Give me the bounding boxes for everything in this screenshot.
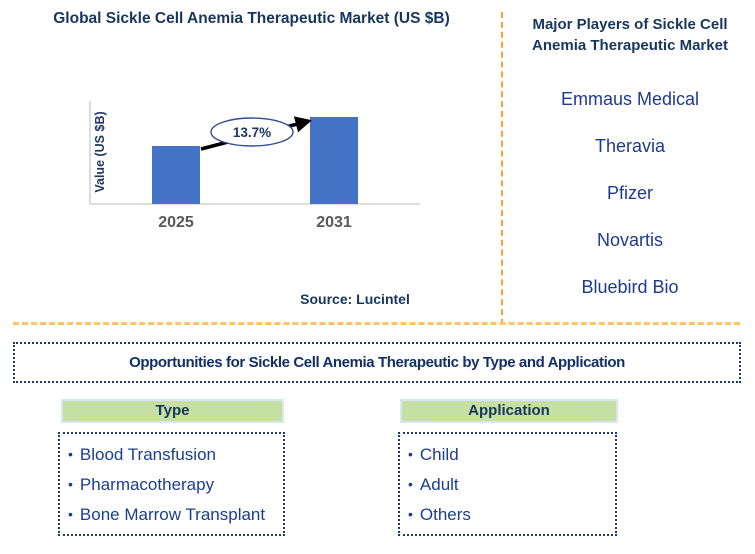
company-item: Emmaus Medical: [560, 89, 700, 109]
type-column-header: Type: [61, 399, 284, 423]
company-item: Theravia: [594, 136, 666, 156]
company-item: Bluebird Bio: [581, 277, 679, 297]
y-axis-label: Value (US $B): [93, 111, 107, 192]
application-item-list: Child Adult Others: [398, 432, 617, 536]
company-item: Pfizer: [606, 183, 653, 203]
opportunities-banner: Opportunities for Sickle Cell Anemia The…: [13, 342, 741, 383]
cagr-ellipse: [210, 117, 294, 147]
bar-chart: Value (US $B) 13.7% 2025 2031: [89, 101, 420, 231]
chart-title: Global Sickle Cell Anemia Therapeutic Ma…: [53, 10, 450, 27]
type-item: Blood Transfusion: [68, 440, 283, 470]
type-item: Bone Marrow Transplant: [68, 500, 283, 530]
major-players-panel: Major Players of Sickle Cell Anemia Ther…: [505, 0, 755, 325]
x-tick-2025: 2025: [158, 214, 194, 231]
type-item: Pharmacotherapy: [68, 470, 283, 500]
application-column-header: Application: [400, 399, 618, 423]
bar-2025: [152, 146, 200, 204]
vertical-dashed-divider: [501, 12, 503, 325]
cagr-value: 13.7%: [233, 125, 271, 140]
application-item: Child: [408, 440, 615, 470]
players-heading: Major Players of Sickle Cell Anemia Ther…: [532, 16, 728, 54]
bar-2031: [310, 117, 358, 204]
type-item-list: Blood Transfusion Pharmacotherapy Bone M…: [58, 432, 285, 536]
source-attribution: Source: Lucintel: [300, 291, 410, 307]
application-item: Others: [408, 500, 615, 530]
opportunities-title: Opportunities for Sickle Cell Anemia The…: [129, 354, 625, 371]
horizontal-dashed-divider: [13, 322, 740, 325]
company-item: Novartis: [596, 230, 663, 250]
application-item: Adult: [408, 470, 615, 500]
x-tick-2031: 2031: [316, 214, 352, 231]
company-list: Emmaus Medical Theravia Pfizer Novartis …: [505, 88, 755, 323]
